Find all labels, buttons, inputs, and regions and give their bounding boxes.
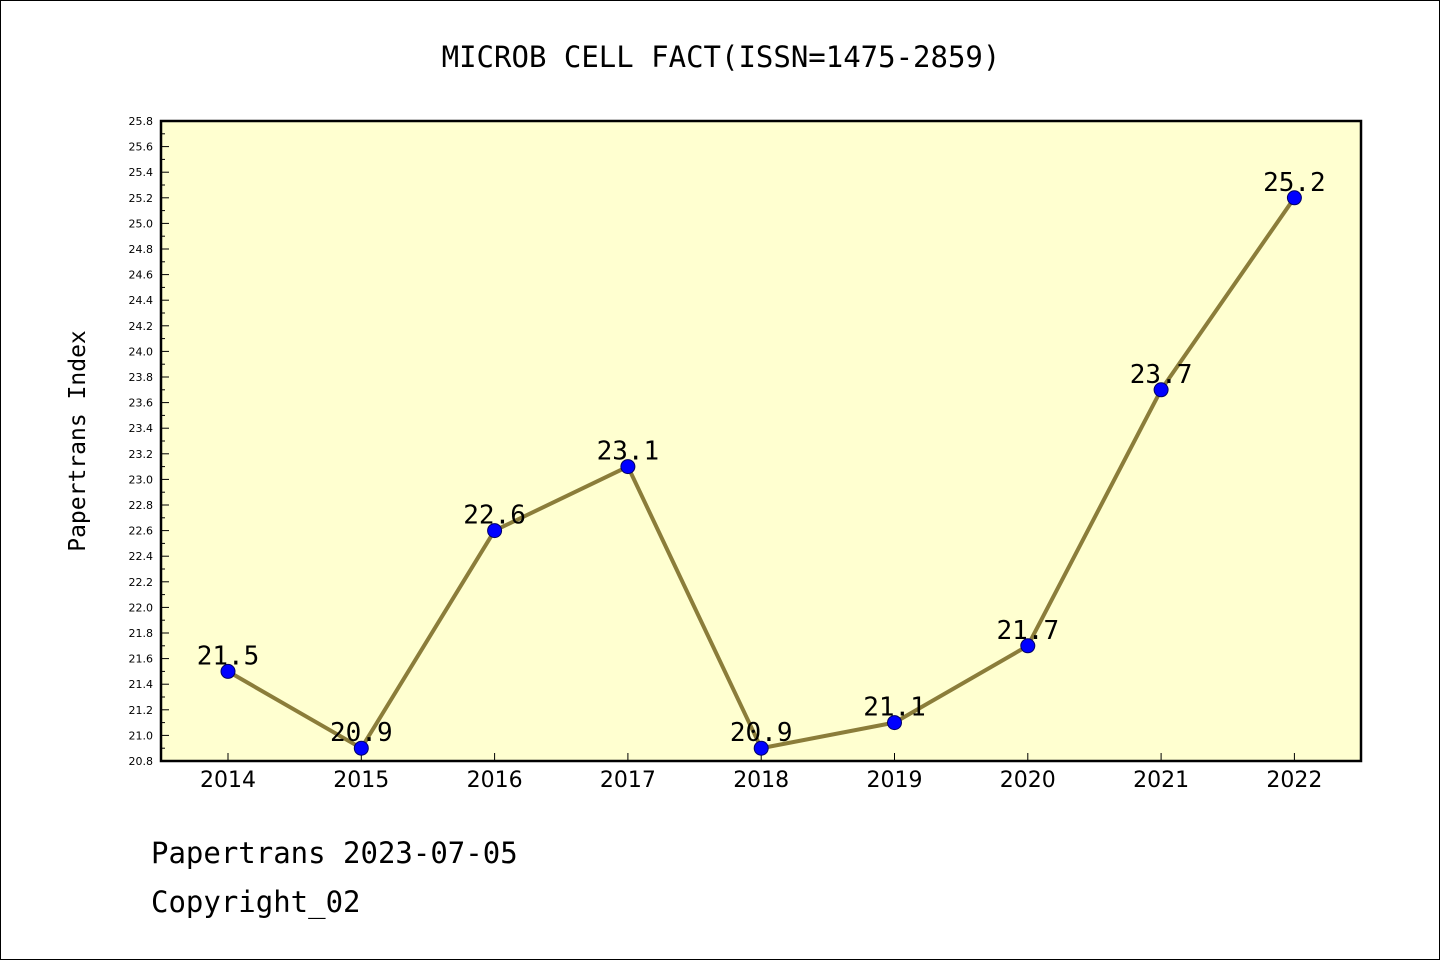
footer-copyright-text: Copyright_02 [151, 885, 361, 919]
y-tick-label: 25.8 [129, 115, 154, 128]
y-tick-label: 24.0 [129, 345, 154, 358]
y-axis-label: Papertrans Index [65, 330, 91, 552]
y-tick-label: 21.4 [129, 678, 154, 691]
data-point-marker [1020, 638, 1036, 654]
x-axis: 2014 2015 2016 2017 2018 2019 2020 2021 2022 [200, 753, 1322, 793]
y-tick-label: 20.8 [129, 755, 154, 768]
y-tick-label: 22.8 [129, 499, 154, 512]
x-tick-label: 2015 [333, 768, 389, 793]
y-tick-label: 23.2 [129, 448, 154, 461]
y-tick-label: 22.2 [129, 576, 154, 589]
y-tick-label: 23.8 [129, 371, 154, 384]
y-tick-label: 25.6 [129, 141, 154, 154]
y-tick-label: 23.6 [129, 397, 154, 410]
y-tick-label: 24.2 [129, 320, 154, 333]
series-layer: 21.520.922.623.120.921.121.723.725.2 [197, 168, 1326, 756]
y-tick-label: 23.4 [129, 422, 154, 435]
data-point-marker [220, 663, 236, 679]
x-tick-label: 2018 [733, 768, 789, 793]
chart-title: MICROB CELL FACT(ISSN=1475-2859) [442, 40, 1001, 74]
data-point-marker [1153, 382, 1169, 398]
plot-area [161, 121, 1361, 761]
y-tick-label: 25.0 [129, 217, 154, 230]
data-point-marker [487, 523, 503, 539]
y-tick-label: 21.2 [129, 704, 154, 717]
data-point-marker [620, 459, 636, 475]
y-tick-label: 21.0 [129, 729, 154, 742]
data-point-marker [887, 715, 902, 731]
x-tick-label: 2022 [1266, 768, 1322, 793]
y-tick-label: 24.8 [129, 243, 154, 256]
y-tick-label: 21.6 [129, 653, 154, 666]
y-axis: 20.8 21.0 21.2 21.4 21.6 21.8 22.0 22.2 22.4 22.6… [129, 115, 169, 768]
data-point-marker [353, 740, 369, 756]
plot-border [159, 119, 1363, 763]
y-tick-label: 22.4 [129, 550, 154, 563]
data-point-marker [1286, 190, 1302, 206]
y-tick-label: 21.8 [129, 627, 154, 640]
y-tick-label: 25.2 [129, 192, 154, 205]
y-tick-label: 24.4 [129, 294, 154, 307]
x-tick-label: 2019 [867, 768, 923, 793]
x-tick-label: 2017 [600, 768, 656, 793]
y-tick-label: 25.4 [129, 166, 154, 179]
x-tick-label: 2021 [1133, 768, 1189, 793]
x-tick-label: 2020 [1000, 768, 1056, 793]
x-tick-label: 2014 [200, 768, 256, 793]
footer-date-text: Papertrans 2023-07-05 [151, 836, 518, 870]
y-tick-label: 24.6 [129, 269, 154, 282]
y-tick-label: 22.6 [129, 525, 154, 538]
y-tick-label: 23.0 [129, 473, 154, 486]
data-point-marker [753, 740, 769, 756]
x-tick-label: 2016 [467, 768, 523, 793]
y-tick-label: 22.0 [129, 601, 154, 614]
